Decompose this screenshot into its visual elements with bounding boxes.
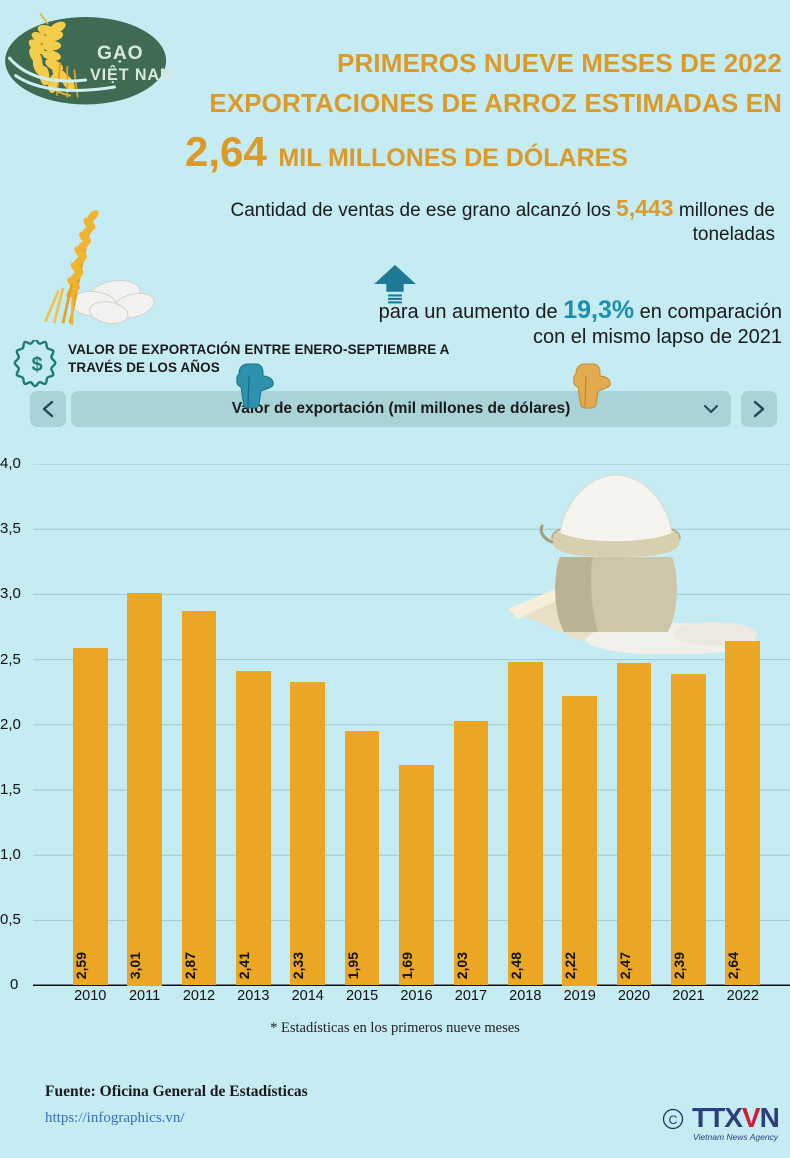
svg-text:$: $ [31,354,42,376]
svg-text:C: C [669,1113,678,1127]
